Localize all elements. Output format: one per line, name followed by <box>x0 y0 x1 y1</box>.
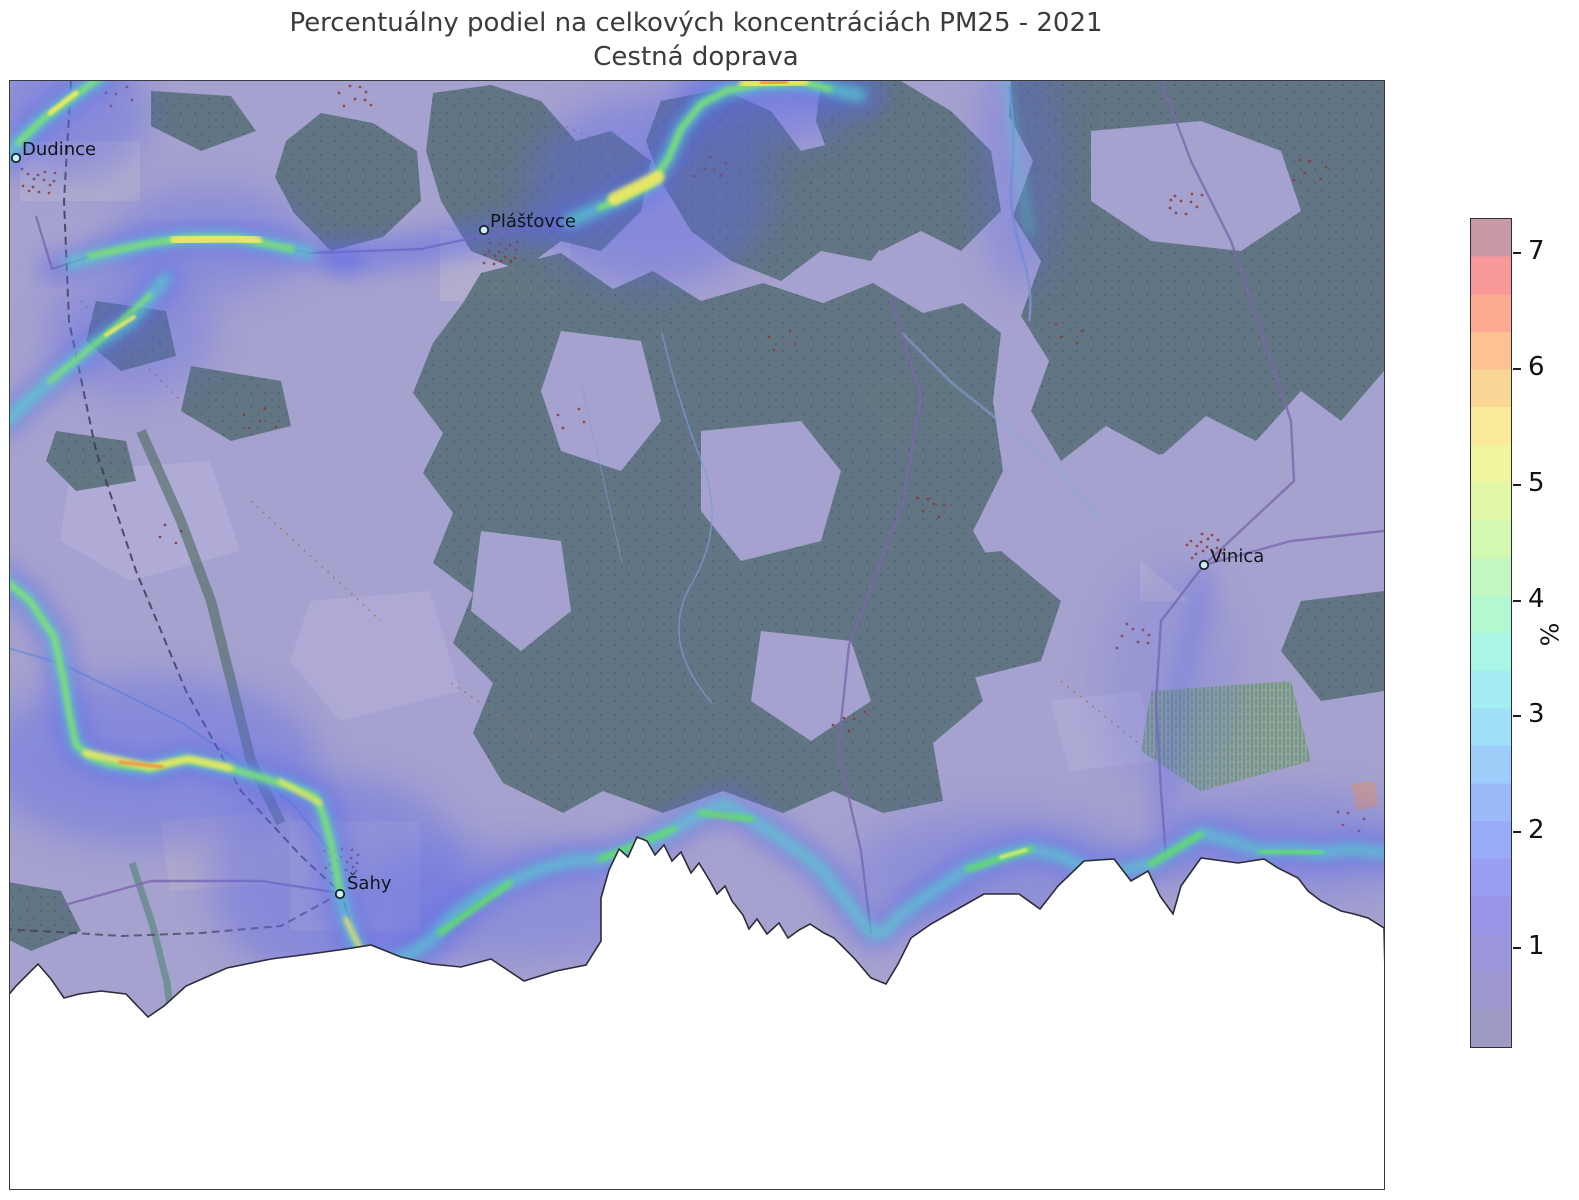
forest-clearings <box>471 121 1361 741</box>
colorbar-tick-mark <box>1513 368 1521 370</box>
town-label-dudince: Dudince <box>22 139 96 160</box>
map-canvas: Dudince Plášťovce Vinica Šahy <box>10 81 1384 1189</box>
colorbar-tick-label: 4 <box>1528 584 1545 614</box>
colorbar-tick-label: 7 <box>1528 236 1545 266</box>
colorbar-tick-mark <box>1513 252 1521 254</box>
colorbar-tick-label: 6 <box>1528 352 1545 382</box>
title-line-2: Cestná doprava <box>593 42 799 72</box>
figure-title: Percentuálny podiel na celkových koncent… <box>9 6 1383 74</box>
town-marker-plastovce <box>478 224 490 236</box>
town-markers: Dudince Plášťovce Vinica Šahy <box>10 139 1264 900</box>
town-marker-vinica <box>1198 559 1210 571</box>
town-marker-dudince <box>10 152 22 164</box>
colorbar-tick-mark <box>1513 600 1521 602</box>
colorbar-tick-mark <box>1513 484 1521 486</box>
colorbar-tick-label: 2 <box>1528 815 1545 845</box>
colorbar-tick-mark <box>1513 715 1521 717</box>
heat-trail-northwest <box>10 81 118 175</box>
title-line-1: Percentuálny podiel na celkových koncent… <box>289 8 1103 38</box>
colorbar-tick-mark <box>1513 947 1521 949</box>
heat-trail-dudince-east <box>38 224 364 283</box>
colorbar <box>1470 218 1512 1048</box>
town-label-plastovce: Plášťovce <box>490 211 576 232</box>
colorbar-tick-mark <box>1513 831 1521 833</box>
heat-trail-northeast <box>1001 81 1034 236</box>
heat-trail-vinica-link <box>1155 567 1213 830</box>
heat-trail-north <box>323 81 885 276</box>
colorbar-unit-label: % <box>1535 622 1565 647</box>
colorbar-tick-label: 1 <box>1528 931 1545 961</box>
colorbar-tick-label: 3 <box>1528 699 1545 729</box>
no-data-region <box>10 835 1384 1189</box>
map-frame: Dudince Plášťovce Vinica Šahy <box>9 80 1385 1190</box>
town-label-sahy: Šahy <box>347 872 392 894</box>
colorbar-tick-label: 5 <box>1528 468 1545 498</box>
heat-trail-west <box>10 264 180 437</box>
town-label-vinica: Vinica <box>1210 546 1264 567</box>
town-marker-sahy <box>334 888 346 900</box>
